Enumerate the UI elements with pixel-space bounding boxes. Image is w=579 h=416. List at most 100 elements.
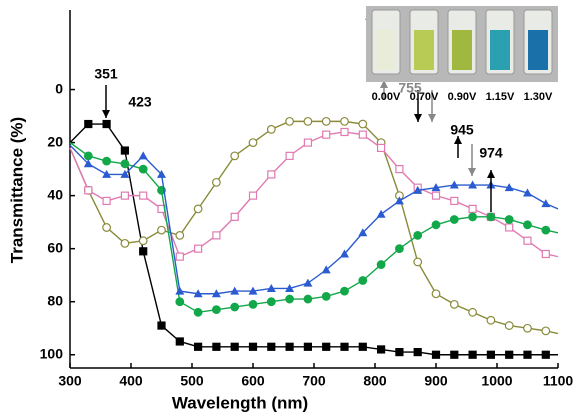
marker	[523, 236, 532, 245]
marker	[340, 342, 349, 351]
marker	[395, 165, 404, 174]
marker	[322, 342, 331, 351]
marker	[486, 212, 496, 222]
marker	[175, 252, 184, 261]
marker	[395, 244, 404, 254]
marker	[120, 169, 130, 178]
arrow-head	[428, 114, 436, 122]
marker	[83, 159, 93, 168]
marker	[102, 223, 111, 232]
marker	[175, 231, 185, 240]
marker	[303, 278, 313, 287]
y-tick-label: 80	[47, 292, 63, 308]
marker	[504, 321, 514, 330]
marker	[541, 326, 551, 336]
x-tick-label: 1000	[481, 373, 512, 389]
marker	[413, 185, 423, 194]
marker	[523, 188, 532, 197]
marker	[449, 299, 459, 309]
y-tick-label: 100	[40, 345, 64, 361]
marker	[486, 315, 496, 325]
arrow-head	[454, 136, 462, 144]
y-tick-label: 20	[47, 133, 63, 149]
x-axis-label: Wavelength (nm)	[172, 393, 308, 412]
vial-liquid	[528, 30, 548, 70]
marker	[230, 302, 240, 312]
marker	[541, 225, 551, 235]
marker	[541, 249, 550, 259]
annotation: 974	[479, 145, 503, 161]
inset-label: 1.15V	[486, 91, 515, 103]
marker	[413, 347, 422, 357]
marker	[230, 286, 240, 295]
marker	[431, 289, 441, 299]
marker	[303, 342, 312, 351]
marker	[303, 294, 313, 304]
marker	[285, 283, 295, 292]
marker	[376, 209, 386, 218]
marker	[212, 231, 221, 240]
marker	[102, 156, 111, 166]
marker	[266, 283, 276, 292]
marker	[175, 337, 184, 346]
marker	[157, 225, 166, 235]
annotation: 945	[450, 122, 474, 138]
marker	[394, 196, 404, 205]
marker	[431, 350, 441, 359]
marker	[175, 286, 185, 295]
x-tick-label: 1100	[543, 373, 574, 389]
marker	[340, 116, 349, 126]
marker	[377, 345, 386, 354]
series-line	[69, 131, 559, 258]
marker	[340, 127, 349, 137]
marker	[303, 138, 312, 147]
x-tick-label: 900	[424, 373, 448, 389]
marker	[194, 244, 203, 253]
marker	[504, 183, 514, 192]
x-tick-label: 400	[119, 373, 143, 389]
marker	[266, 297, 276, 307]
marker	[358, 342, 367, 351]
marker	[340, 249, 349, 258]
marker	[212, 342, 221, 351]
marker	[541, 350, 550, 359]
marker	[523, 323, 532, 333]
marker	[84, 186, 93, 195]
marker	[523, 350, 532, 359]
inset-label: 1.30V	[524, 91, 553, 103]
marker	[120, 191, 130, 200]
marker	[193, 307, 203, 317]
marker	[138, 164, 148, 174]
vial-liquid	[414, 30, 434, 70]
marker	[450, 196, 459, 206]
marker	[358, 276, 368, 285]
marker	[248, 138, 258, 147]
annotation: 755	[398, 80, 422, 96]
y-tick-label: 0	[55, 80, 63, 96]
marker	[193, 204, 203, 214]
marker	[285, 294, 295, 304]
arrow-head	[468, 168, 476, 176]
marker	[431, 220, 441, 230]
annotation: 351	[94, 66, 118, 82]
marker	[413, 257, 423, 267]
marker	[211, 305, 221, 315]
inset-label: 0.90V	[448, 91, 477, 103]
marker	[120, 159, 130, 169]
marker	[248, 299, 258, 309]
marker	[248, 286, 258, 295]
marker	[285, 116, 295, 126]
marker	[468, 212, 478, 222]
marker	[321, 265, 331, 274]
marker	[193, 289, 203, 298]
x-tick-label: 500	[180, 373, 204, 389]
inset-label: 0.70V	[410, 91, 439, 103]
series-line	[69, 144, 559, 295]
marker	[395, 347, 404, 357]
arrow-head	[102, 110, 110, 118]
series-line	[69, 123, 558, 356]
marker	[102, 119, 111, 129]
marker	[285, 151, 294, 160]
marker	[138, 236, 148, 246]
